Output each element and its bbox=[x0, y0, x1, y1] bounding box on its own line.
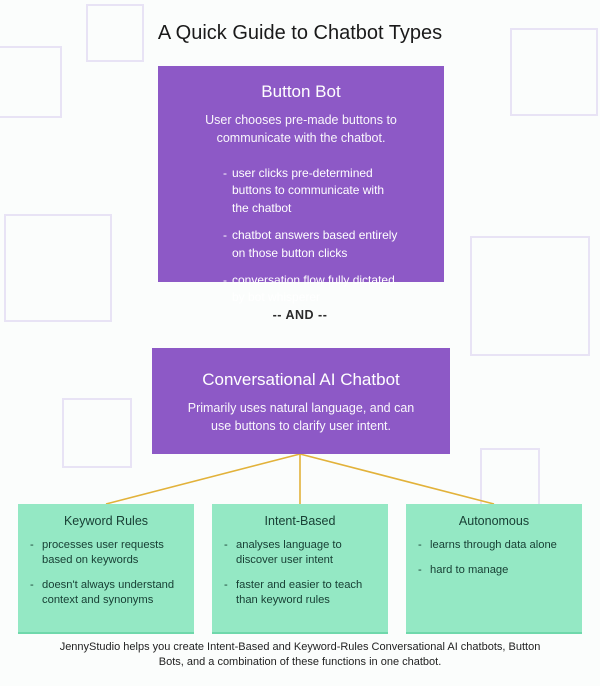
subcard-title: Keyword Rules bbox=[30, 514, 182, 528]
subcard-bullet: -faster and easier to teach than keyword… bbox=[224, 578, 376, 608]
card1-bullets: -user clicks pre-determined buttons to c… bbox=[184, 165, 418, 307]
page-title: A Quick Guide to Chatbot Types bbox=[0, 0, 600, 45]
subcard-title: Intent-Based bbox=[224, 514, 376, 528]
footer-text: JennyStudio helps you create Intent-Base… bbox=[0, 640, 600, 671]
subcard-bullet: -hard to manage bbox=[418, 563, 570, 578]
card2-title: Conversational AI Chatbot bbox=[186, 370, 416, 390]
card-button-bot: Button Bot User chooses pre-made buttons… bbox=[158, 66, 444, 282]
subcard-bullet: -processes user requests based on keywor… bbox=[30, 538, 182, 568]
subcard-row: Keyword Rules -processes user requests ba… bbox=[0, 504, 600, 634]
card1-title: Button Bot bbox=[184, 82, 418, 102]
card1-bullet: -chatbot answers based entirely on those… bbox=[218, 227, 398, 262]
card2-subtitle: Primarily uses natural language, and can… bbox=[186, 400, 416, 435]
card1-bullet: -conversation flow fully dictated by bot… bbox=[218, 272, 398, 307]
subcard-bullet: -doesn't always understand context and s… bbox=[30, 578, 182, 608]
card-conversational-ai: Conversational AI Chatbot Primarily uses… bbox=[152, 348, 450, 454]
card1-subtitle: User chooses pre-made buttons to communi… bbox=[184, 112, 418, 147]
subcard-autonomous: Autonomous -learns through data alone -har… bbox=[406, 504, 582, 634]
subcard-bullet: -learns through data alone bbox=[418, 538, 570, 553]
connector-and: -- AND -- bbox=[0, 308, 600, 322]
subcard-title: Autonomous bbox=[418, 514, 570, 528]
subcard-bullet: -analyses language to discover user inte… bbox=[224, 538, 376, 568]
subcard-intent-based: Intent-Based -analyses language to discov… bbox=[212, 504, 388, 634]
subcard-keyword-rules: Keyword Rules -processes user requests ba… bbox=[18, 504, 194, 634]
card1-bullet: -user clicks pre-determined buttons to c… bbox=[218, 165, 398, 217]
